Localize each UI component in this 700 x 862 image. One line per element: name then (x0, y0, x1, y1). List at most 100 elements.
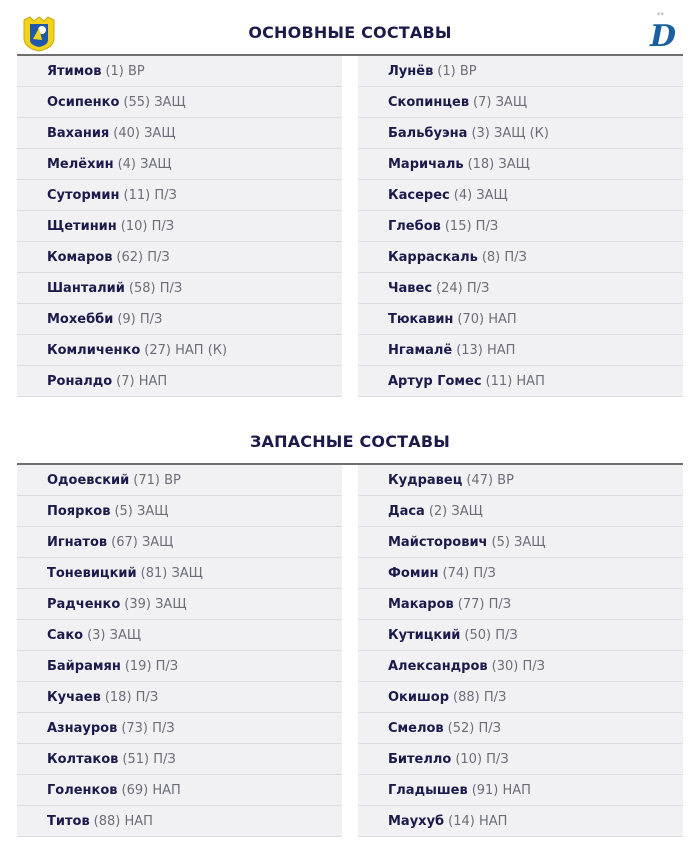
player-row: Ятимов (1) ВР (17, 56, 342, 87)
player-number-position: (4) ЗАЩ (117, 156, 172, 172)
player-row: Нгамалё (13) НАП (358, 335, 683, 366)
player-row: Радченко (39) ЗАЩ (17, 589, 342, 620)
player-number-position: (70) НАП (457, 311, 517, 327)
player-number-position: (3) ЗАЩ (87, 627, 142, 643)
player-row: Александров (30) П/З (358, 651, 683, 682)
player-name: Окишор (388, 689, 450, 705)
player-name: Бителло (388, 751, 452, 767)
player-name: Кучаев (47, 689, 101, 705)
player-number-position: (11) НАП (485, 373, 545, 389)
player-row: Колтаков (51) П/З (17, 744, 342, 775)
player-number-position: (71) ВР (133, 472, 181, 488)
player-name: Титов (47, 813, 90, 829)
player-number-position: (10) П/З (120, 218, 175, 234)
player-name: Маричаль (388, 156, 464, 172)
player-number-position: (69) НАП (121, 782, 181, 798)
player-row: Азнауров (73) П/З (17, 713, 342, 744)
player-number-position: (47) ВР (466, 472, 514, 488)
svg-text:D: D (649, 19, 676, 52)
player-name: Одоевский (47, 472, 130, 488)
player-name: Роналдо (47, 373, 113, 389)
player-row: Скопинцев (7) ЗАЩ (358, 87, 683, 118)
player-name: Голенков (47, 782, 118, 798)
player-name: Чавес (388, 280, 433, 296)
player-number-position: (2) ЗАЩ (428, 503, 483, 519)
player-row: Тоневицкий (81) ЗАЩ (17, 558, 342, 589)
player-row: Сако (3) ЗАЩ (17, 620, 342, 651)
player-name: Кудравец (388, 472, 463, 488)
player-number-position: (5) ЗАЩ (114, 503, 169, 519)
player-row: Смелов (52) П/З (358, 713, 683, 744)
player-number-position: (11) П/З (123, 187, 177, 203)
player-row: Комличенко (27) НАП (К) (17, 335, 342, 366)
player-row: Осипенко (55) ЗАЩ (17, 87, 342, 118)
divider (17, 54, 683, 56)
player-number-position: (19) П/З (124, 658, 179, 674)
player-row: Байрамян (19) П/З (17, 651, 342, 682)
player-number-position: (67) ЗАЩ (111, 534, 174, 550)
player-row: Роналдо (7) НАП (17, 366, 342, 397)
player-name: Колтаков (47, 751, 119, 767)
player-row: Маухуб (14) НАП (358, 806, 683, 837)
player-number-position: (88) П/З (453, 689, 507, 705)
player-name: Азнауров (47, 720, 118, 736)
player-number-position: (3) ЗАЩ (К) (471, 125, 549, 141)
player-row: Кутицкий (50) П/З (358, 620, 683, 651)
player-name: Шанталий (47, 280, 125, 296)
player-number-position: (1) ВР (437, 63, 477, 79)
rostov-crest-icon (23, 16, 55, 52)
player-number-position: (91) НАП (471, 782, 531, 798)
player-row: Гладышев (91) НАП (358, 775, 683, 806)
player-number-position: (55) ЗАЩ (123, 94, 186, 110)
home-substitutes: Одоевский (71) ВР Поярков (5) ЗАЩ Игнатов (67… (17, 465, 342, 837)
player-name: Сако (47, 627, 84, 643)
player-number-position: (24) П/З (436, 280, 490, 296)
player-number-position: (77) П/З (457, 596, 512, 612)
player-name: Тюкавин (388, 311, 454, 327)
player-row: Фомин (74) П/З (358, 558, 683, 589)
player-row: Одоевский (71) ВР (17, 465, 342, 496)
player-number-position: (39) ЗАЩ (124, 596, 187, 612)
player-number-position: (74) П/З (442, 565, 496, 581)
player-name: Игнатов (47, 534, 108, 550)
player-name: Карраскаль (388, 249, 478, 265)
substitutes-title: ЗАПАСНЫЕ СОСТАВЫ (249, 432, 451, 451)
player-number-position: (73) П/З (121, 720, 175, 736)
player-number-position: (7) НАП (116, 373, 168, 389)
player-name: Макаров (388, 596, 454, 612)
svg-text:**: ** (657, 11, 665, 19)
player-row: Сутормин (11) П/З (17, 180, 342, 211)
player-name: Радченко (47, 596, 121, 612)
player-number-position: (40) ЗАЩ (113, 125, 176, 141)
player-number-position: (18) П/З (104, 689, 159, 705)
player-row: Маричаль (18) ЗАЩ (358, 149, 683, 180)
player-number-position: (15) П/З (444, 218, 499, 234)
player-number-position: (81) ЗАЩ (140, 565, 203, 581)
player-name: Щетинин (47, 218, 117, 234)
player-row: Мелёхин (4) ЗАЩ (17, 149, 342, 180)
divider (17, 463, 683, 465)
player-name: Глебов (388, 218, 441, 234)
player-name: Смелов (388, 720, 444, 736)
home-main-lineup: Ятимов (1) ВР Осипенко (55) ЗАЩ Вахания (40) … (17, 56, 342, 397)
player-number-position: (14) НАП (448, 813, 508, 829)
player-name: Комаров (47, 249, 113, 265)
player-number-position: (1) ВР (105, 63, 145, 79)
player-name: Мохебби (47, 311, 114, 327)
player-row: Титов (88) НАП (17, 806, 342, 837)
player-row: Бальбуэна (3) ЗАЩ (К) (358, 118, 683, 149)
player-row: Голенков (69) НАП (17, 775, 342, 806)
player-name: Артур Гомес (388, 373, 482, 389)
player-number-position: (50) П/З (464, 627, 518, 643)
player-number-position: (10) П/З (455, 751, 509, 767)
player-row: Карраскаль (8) П/З (358, 242, 683, 273)
player-row: Глебов (15) П/З (358, 211, 683, 242)
player-row: Артур Гомес (11) НАП (358, 366, 683, 397)
player-number-position: (4) ЗАЩ (453, 187, 508, 203)
player-row: Чавес (24) П/З (358, 273, 683, 304)
player-number-position: (18) ЗАЩ (467, 156, 530, 172)
player-name: Майсторович (388, 534, 488, 550)
player-number-position: (30) П/З (491, 658, 545, 674)
player-name: Поярков (47, 503, 111, 519)
player-name: Тоневицкий (47, 565, 137, 581)
